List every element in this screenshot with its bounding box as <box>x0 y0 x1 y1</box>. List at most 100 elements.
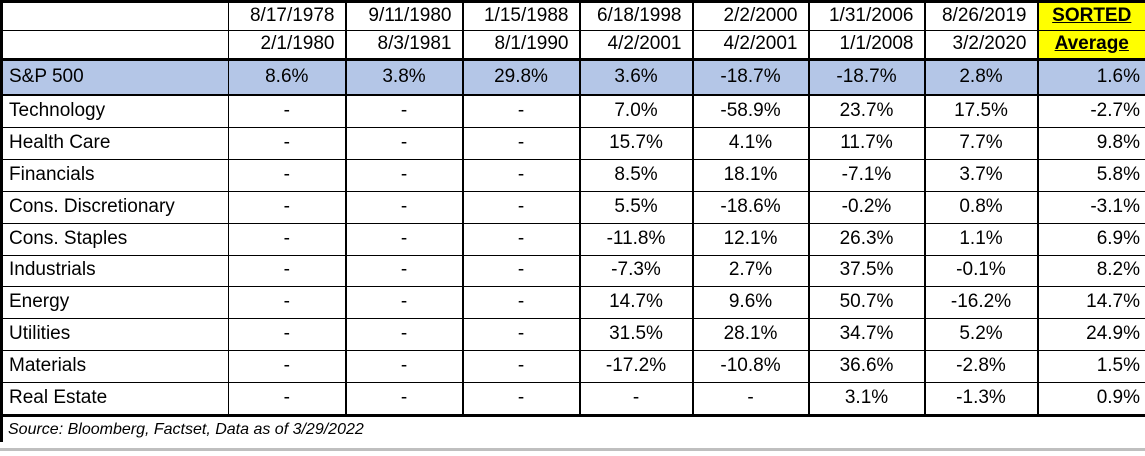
value-cell: 50.7% <box>807 286 926 320</box>
row-cons-staples: Cons. Staples - - - -11.8% 12.1% 26.3% 1.1% 6.9% <box>0 222 1145 256</box>
value-cell: 3.6% <box>578 58 694 97</box>
period-end-date: 3/2/2020 <box>923 30 1039 61</box>
period-start-date: 8/17/1978 <box>228 0 347 31</box>
value-cell: - <box>461 350 581 383</box>
value-cell: 17.5% <box>923 94 1039 129</box>
value-cell: 37.5% <box>807 254 926 288</box>
value-cell: -58.9% <box>691 94 810 129</box>
value-cell: 8.6% <box>228 58 347 97</box>
corner-cell <box>0 30 229 61</box>
sorted-header-label: SORTED <box>1036 0 1145 31</box>
period-end-date: 4/2/2001 <box>691 30 810 61</box>
average-value-cell: -2.7% <box>1036 94 1145 129</box>
sector-returns-table: 8/17/1978 9/11/1980 1/15/1988 6/18/1998 … <box>0 0 1145 417</box>
period-end-date: 2/1/1980 <box>228 30 347 61</box>
row-industrials: Industrials - - - -7.3% 2.7% 37.5% -0.1% 8.2% <box>0 254 1145 288</box>
period-start-date: 6/18/1998 <box>578 0 694 31</box>
period-start-date: 8/26/2019 <box>923 0 1039 31</box>
header-row-start-dates: 8/17/1978 9/11/1980 1/15/1988 6/18/1998 … <box>0 0 1145 31</box>
value-cell: - <box>461 190 581 224</box>
average-value-cell: 1.5% <box>1036 350 1145 383</box>
value-cell: 36.6% <box>807 350 926 383</box>
value-cell: 34.7% <box>807 318 926 352</box>
header-row-end-dates: 2/1/1980 8/3/1981 8/1/1990 4/2/2001 4/2/… <box>0 30 1145 61</box>
row-label: Materials <box>0 350 229 383</box>
value-cell: - <box>344 254 464 288</box>
value-cell: - <box>578 382 694 417</box>
value-cell: 5.5% <box>578 190 694 224</box>
value-cell: - <box>344 382 464 417</box>
value-cell: 3.8% <box>344 58 464 97</box>
row-label: Health Care <box>0 127 229 160</box>
value-cell: 12.1% <box>691 222 810 256</box>
source-note: Source: Bloomberg, Factset, Data as of 3… <box>0 417 1145 442</box>
row-utilities: Utilities - - -31.5% 28.1% 34.7% 5.2% 24.9% <box>0 318 1145 352</box>
value-cell: - <box>344 350 464 383</box>
value-cell: 2.7% <box>691 254 810 288</box>
average-value-cell: 1.6% <box>1036 58 1145 97</box>
value-cell: 18.1% <box>691 158 810 192</box>
value-cell: - <box>228 158 347 192</box>
value-cell: 3.1% <box>807 382 926 417</box>
row-real-estate: Real Estate - - - - -3.1% -1.3% 0.9% <box>0 382 1145 417</box>
row-financials: Financials - - -8.5% 18.1% -7.1% 3.7% 5.8% <box>0 158 1145 192</box>
row-label: Cons. Discretionary <box>0 190 229 224</box>
value-cell: - <box>461 94 581 129</box>
value-cell: - <box>228 222 347 256</box>
row-label: Real Estate <box>0 382 229 417</box>
value-cell: - <box>691 382 810 417</box>
value-cell: -16.2% <box>923 286 1039 320</box>
period-end-date: 4/2/2001 <box>578 30 694 61</box>
row-technology: Technology - - -7.0% -58.9% 23.7% 17.5% -2.7% <box>0 94 1145 129</box>
value-cell: 11.7% <box>807 127 926 160</box>
value-cell: -11.8% <box>578 222 694 256</box>
average-value-cell: 9.8% <box>1036 127 1145 160</box>
value-cell: - <box>344 286 464 320</box>
value-cell: 28.1% <box>691 318 810 352</box>
value-cell: - <box>228 254 347 288</box>
value-cell: 23.7% <box>807 94 926 129</box>
value-cell: -7.1% <box>807 158 926 192</box>
value-cell: -17.2% <box>578 350 694 383</box>
period-end-date: 1/1/2008 <box>807 30 926 61</box>
value-cell: 1.1% <box>923 222 1039 256</box>
value-cell: 4.1% <box>691 127 810 160</box>
value-cell: -18.7% <box>807 58 926 97</box>
average-value-cell: 24.9% <box>1036 318 1145 352</box>
value-cell: - <box>228 318 347 352</box>
value-cell: - <box>344 158 464 192</box>
value-cell: - <box>461 127 581 160</box>
row-label: Energy <box>0 286 229 320</box>
period-end-date: 8/1/1990 <box>461 30 581 61</box>
value-cell: -18.6% <box>691 190 810 224</box>
row-materials: Materials - - - -17.2% -10.8% 36.6% -2.8% 1.5% <box>0 350 1145 383</box>
row-label: Technology <box>0 94 229 129</box>
value-cell: - <box>461 158 581 192</box>
bottom-grey-strip <box>0 448 1145 451</box>
row-energy: Energy - - -14.7% 9.6% 50.7% -16.2% 14.7% <box>0 286 1145 320</box>
value-cell: -7.3% <box>578 254 694 288</box>
value-cell: - <box>228 286 347 320</box>
value-cell: 5.2% <box>923 318 1039 352</box>
value-cell: 3.7% <box>923 158 1039 192</box>
row-label: Financials <box>0 158 229 192</box>
value-cell: 7.0% <box>578 94 694 129</box>
value-cell: 26.3% <box>807 222 926 256</box>
row-label: Industrials <box>0 254 229 288</box>
value-cell: 15.7% <box>578 127 694 160</box>
period-start-date: 9/11/1980 <box>344 0 464 31</box>
value-cell: -2.8% <box>923 350 1039 383</box>
value-cell: - <box>228 94 347 129</box>
value-cell: - <box>344 94 464 129</box>
value-cell: - <box>461 382 581 417</box>
average-value-cell: 14.7% <box>1036 286 1145 320</box>
row-cons-discretionary: Cons. Discretionary - - -5.5% -18.6% -0.2% 0.8… <box>0 190 1145 224</box>
average-value-cell: 6.9% <box>1036 222 1145 256</box>
value-cell: - <box>344 127 464 160</box>
value-cell: -1.3% <box>923 382 1039 417</box>
row-health-care: Health Care - - -15.7% 4.1% 11.7% 7.7% 9.8% <box>0 127 1145 160</box>
value-cell: 7.7% <box>923 127 1039 160</box>
corner-cell <box>0 0 229 31</box>
row-label: Utilities <box>0 318 229 352</box>
